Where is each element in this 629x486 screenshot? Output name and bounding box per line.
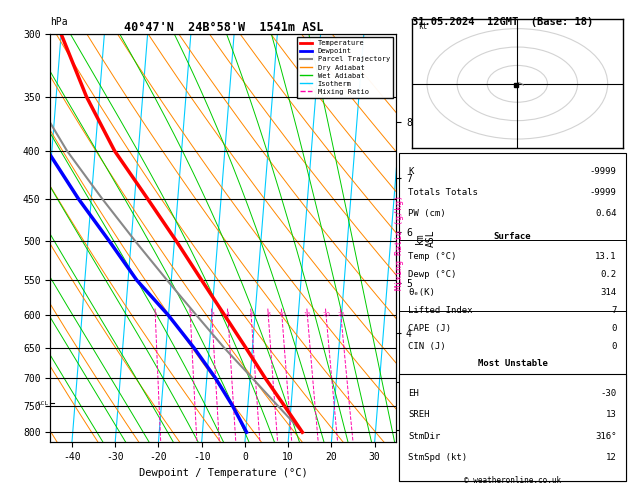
Text: 12: 12	[606, 453, 617, 462]
Text: 4: 4	[226, 312, 230, 317]
Text: © weatheronline.co.uk: © weatheronline.co.uk	[464, 476, 561, 485]
Text: 0: 0	[611, 431, 617, 440]
Text: Mixing Ratio (g/kg): Mixing Ratio (g/kg)	[395, 195, 404, 291]
Text: 10: 10	[278, 312, 286, 317]
Text: 1: 1	[153, 312, 157, 317]
Text: -9999: -9999	[590, 188, 617, 197]
Text: Dewp (°C): Dewp (°C)	[408, 270, 457, 279]
Text: 13: 13	[606, 413, 617, 422]
FancyBboxPatch shape	[399, 374, 626, 481]
Text: Pressure (mb): Pressure (mb)	[408, 377, 478, 385]
Text: StmSpd (kt): StmSpd (kt)	[408, 453, 467, 462]
Text: hPa: hPa	[50, 17, 68, 27]
Text: EH: EH	[408, 389, 419, 398]
Text: Lifted Index: Lifted Index	[408, 413, 473, 422]
Text: 20: 20	[322, 312, 330, 317]
Text: CAPE (J): CAPE (J)	[408, 431, 452, 440]
Text: Totals Totals: Totals Totals	[408, 188, 478, 197]
Title: 40°47'N  24B°58'W  1541m ASL: 40°47'N 24B°58'W 1541m ASL	[123, 21, 323, 34]
Text: 314: 314	[601, 288, 617, 297]
Text: 7: 7	[611, 306, 617, 315]
Text: CIN (J): CIN (J)	[408, 342, 446, 351]
Text: Hodograph: Hodograph	[489, 465, 537, 474]
Text: 3: 3	[210, 312, 214, 317]
Text: 0.2: 0.2	[601, 270, 617, 279]
Text: Lifted Index: Lifted Index	[408, 306, 473, 315]
Text: SREH: SREH	[408, 410, 430, 419]
Text: 318: 318	[601, 395, 617, 404]
X-axis label: Dewpoint / Temperature (°C): Dewpoint / Temperature (°C)	[139, 468, 308, 478]
Text: Most Unstable: Most Unstable	[477, 359, 548, 367]
Text: θₑ(K): θₑ(K)	[408, 288, 435, 297]
Text: K: K	[408, 167, 414, 175]
FancyBboxPatch shape	[399, 153, 626, 481]
Text: 25: 25	[337, 312, 345, 317]
Text: 15: 15	[304, 312, 311, 317]
Y-axis label: km
ASL: km ASL	[415, 229, 437, 247]
Text: 13: 13	[606, 410, 617, 419]
Text: kt: kt	[418, 22, 427, 31]
Text: CIN (J): CIN (J)	[408, 449, 446, 458]
Text: -30: -30	[601, 389, 617, 398]
Text: Surface: Surface	[494, 232, 532, 241]
Text: 31.05.2024  12GMT  (Base: 18): 31.05.2024 12GMT (Base: 18)	[412, 17, 593, 27]
Text: Temp (°C): Temp (°C)	[408, 252, 457, 261]
Text: 550: 550	[601, 377, 617, 385]
Text: 8: 8	[267, 312, 270, 317]
Text: 13.1: 13.1	[595, 252, 617, 261]
Text: 0.64: 0.64	[595, 209, 617, 218]
Text: θₑ (K): θₑ (K)	[408, 395, 441, 404]
Text: 2: 2	[188, 312, 192, 317]
Legend: Temperature, Dewpoint, Parcel Trajectory, Dry Adiabat, Wet Adiabat, Isotherm, Mi: Temperature, Dewpoint, Parcel Trajectory…	[297, 37, 392, 98]
Text: PW (cm): PW (cm)	[408, 209, 446, 218]
Text: 316°: 316°	[595, 432, 617, 441]
Text: LCL: LCL	[37, 401, 48, 406]
Text: 0: 0	[611, 324, 617, 333]
Text: 6: 6	[249, 312, 253, 317]
Text: StmDir: StmDir	[408, 432, 441, 441]
Text: CAPE (J): CAPE (J)	[408, 324, 452, 333]
Text: -9999: -9999	[590, 167, 617, 175]
Text: 0: 0	[611, 449, 617, 458]
Text: 0: 0	[611, 342, 617, 351]
